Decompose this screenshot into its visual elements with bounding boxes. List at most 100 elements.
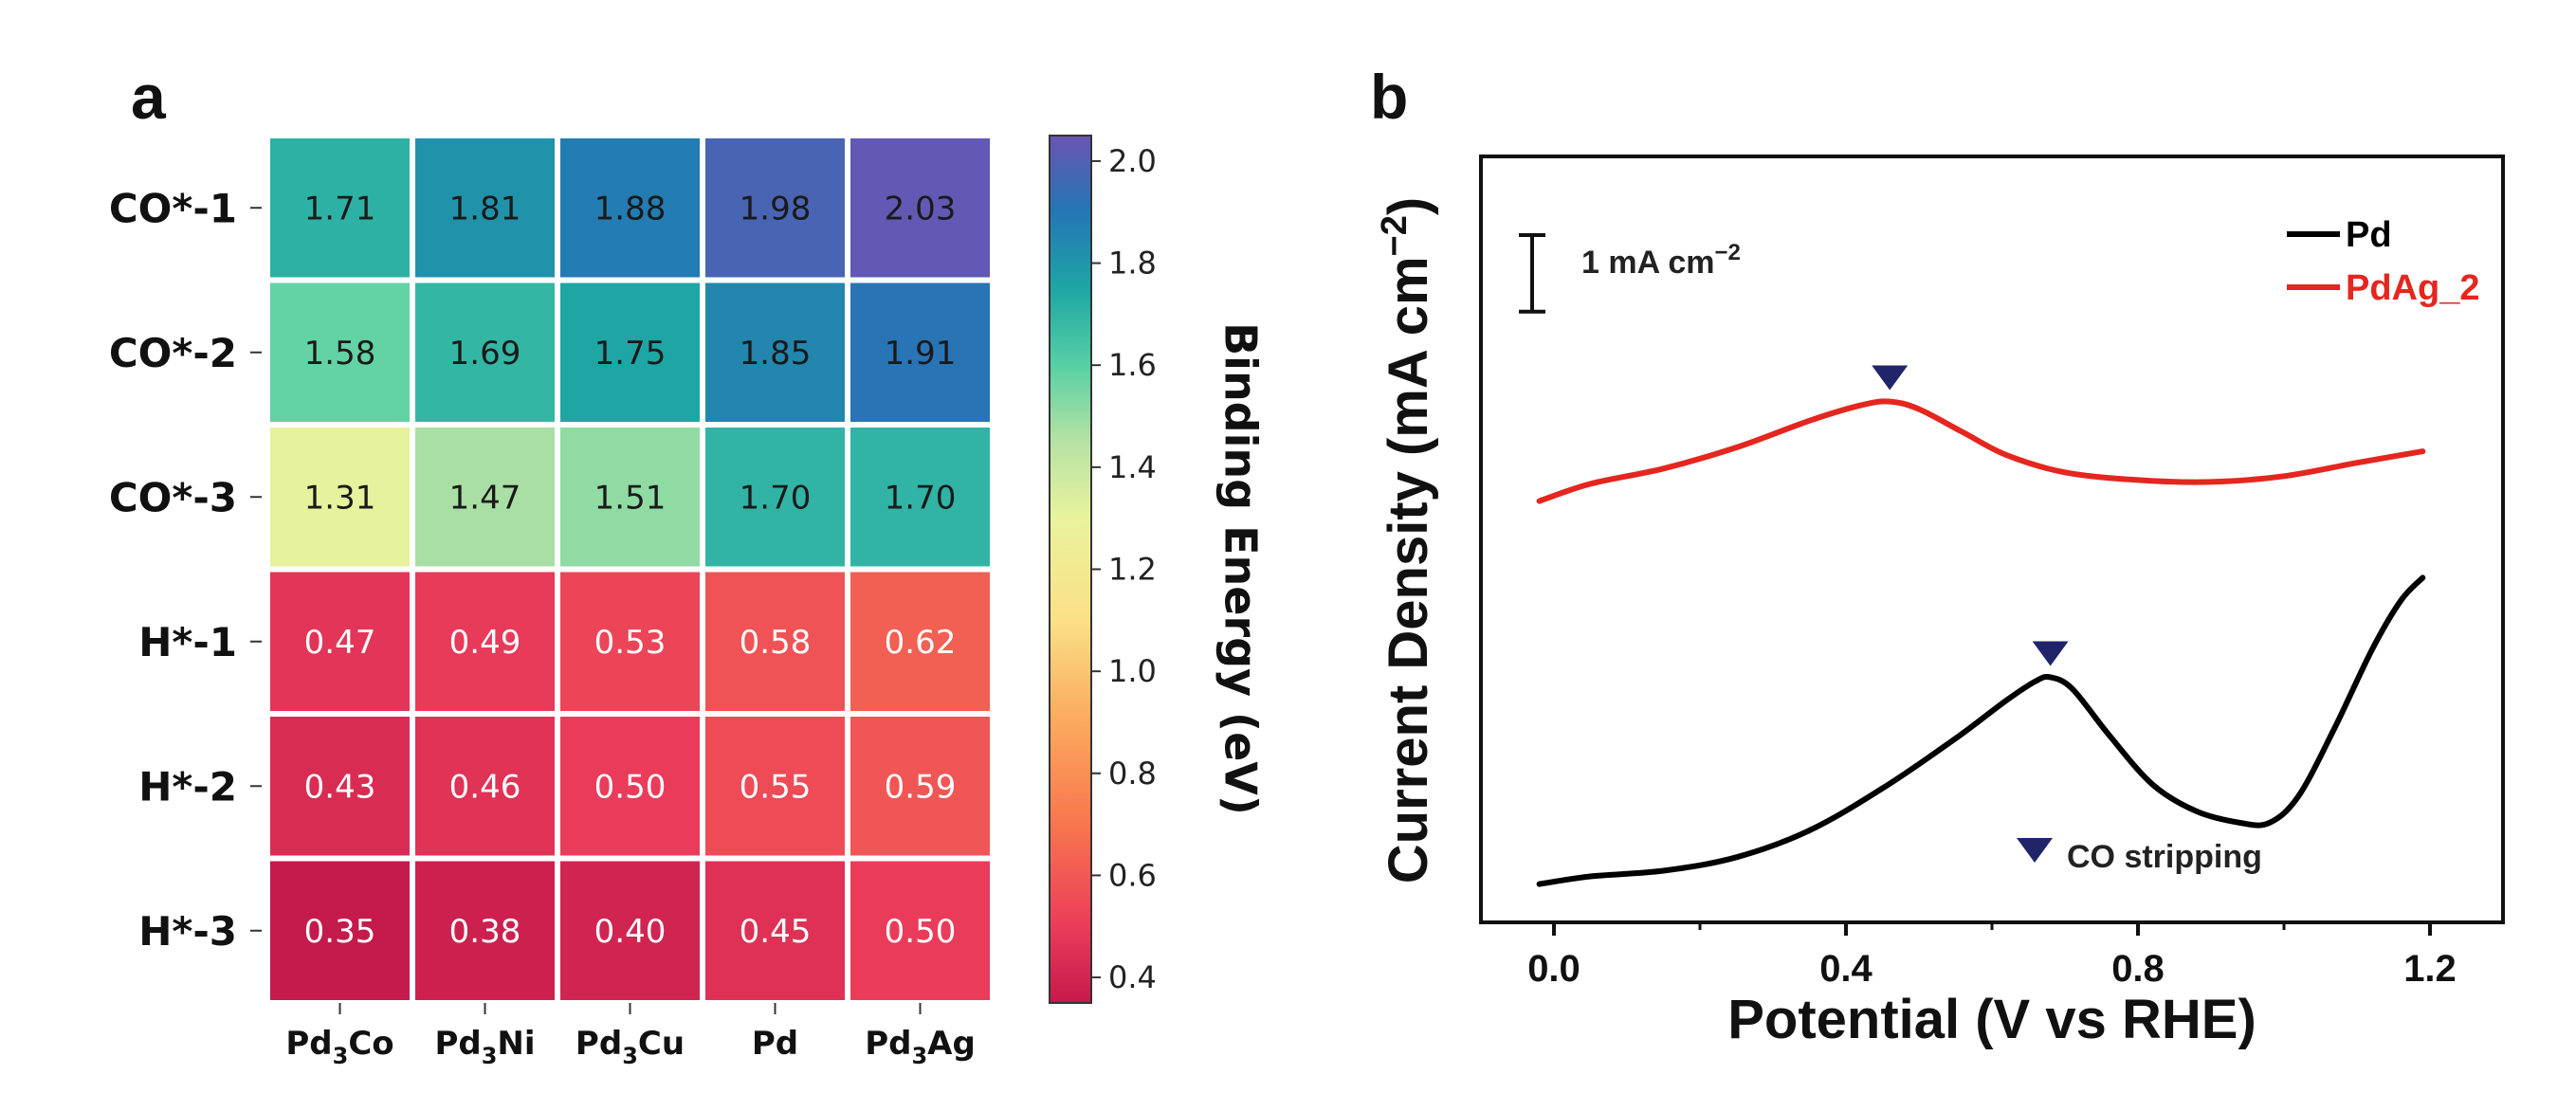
heatmap-cell-value: 0.35 (304, 913, 376, 951)
legend-label: Pd (2346, 215, 2392, 255)
heatmap-row-label: CO*-3 (109, 474, 237, 520)
colorbar-tick-label: 1.0 (1108, 653, 1157, 689)
heatmap-cell (415, 282, 555, 422)
co-stripping-marker (2032, 641, 2069, 666)
heatmap-cell (560, 282, 700, 422)
heatmap-cell (850, 282, 990, 422)
heatmap-cell (560, 428, 700, 567)
heatmap-cell (560, 572, 700, 711)
heatmap-cell (560, 717, 700, 856)
heatmap-cell (850, 861, 990, 1000)
heatmap-row-label: H*-2 (138, 763, 237, 810)
heatmap-row-labels: CO*-1 CO*-2 CO*-3 H*-1 H*-2 H*-3 (109, 185, 262, 955)
colorbar (1049, 135, 1092, 1004)
heatmap-cell-value: 1.70 (740, 479, 812, 517)
series-lines (1536, 398, 2426, 887)
x-tick-label: 0.8 (2111, 948, 2165, 990)
heatmap-cell (415, 572, 555, 711)
heatmap-cell (270, 138, 410, 278)
heatmap-column-label: Pd (752, 1025, 798, 1063)
heatmap-cell-value: 0.50 (594, 768, 667, 806)
heatmap-cell-value: 1.58 (304, 335, 376, 373)
heatmap-cell-value: 0.55 (740, 768, 812, 806)
heatmap-cell (705, 138, 845, 278)
heatmap-row-label: CO*-1 (109, 185, 237, 231)
marker-legend: CO stripping (2017, 838, 2262, 875)
heatmap-cell-value: 1.69 (449, 335, 521, 373)
heatmap-cell-value: 1.91 (885, 335, 957, 373)
peak-markers (1872, 365, 2069, 666)
colorbar-tick-label: 0.8 (1108, 756, 1157, 792)
colorbar-tick-label: 0.4 (1108, 959, 1157, 995)
series-line-pd (1536, 574, 2426, 887)
heatmap-cell-value: 0.45 (740, 913, 812, 951)
x-axis-title: Potential (V vs RHE) (1727, 989, 2256, 1050)
x-tick-label: 1.2 (2403, 948, 2457, 990)
heatmap-cell-value: 0.40 (594, 913, 667, 951)
series-line-pdag-2 (1536, 398, 2426, 504)
x-axis-ticks: 0.0 0.4 0.8 1.2 (1527, 922, 2457, 990)
heatmap-cell (270, 861, 410, 1000)
heatmap-cell (850, 138, 990, 278)
heatmap-cell-value: 1.51 (594, 479, 667, 517)
heatmap-cell-value: 0.49 (449, 624, 521, 662)
heatmap-cell-value: 1.88 (594, 190, 667, 228)
heatmap-cells: 1.71 1.81 1.88 1.98 2.03 1.58 1.69 1.75 1.85 1.91… (270, 138, 990, 1000)
colorbar-tick-label: 2.0 (1108, 143, 1157, 179)
heatmap-cell-value: 0.38 (449, 913, 521, 951)
colorbar-tick-label: 1.6 (1108, 347, 1157, 383)
y-axis-title: Current Density (mA cm−2) (1375, 197, 1439, 883)
heatmap-column-label: Pd3Co (285, 1025, 393, 1069)
colorbar-tick-label: 1.8 (1108, 246, 1157, 282)
legend: Pd PdAg_2 (2287, 215, 2479, 308)
colorbar-label: Binding Energy (eV) (1215, 322, 1267, 815)
heatmap-column-labels: Pd3Co Pd3Ni Pd3Cu Pd Pd3Ag (285, 1003, 976, 1069)
heatmap-cell-value: 0.59 (885, 768, 957, 806)
heatmap-row-label: H*-3 (138, 908, 237, 955)
heatmap-cell (270, 572, 410, 711)
heatmap-cell (270, 282, 410, 422)
heatmap-cell (270, 717, 410, 856)
scale-bar: 1 mA cm−2 (1519, 233, 1741, 314)
heatmap-cell (705, 572, 845, 711)
heatmap-cell (560, 138, 700, 278)
heatmap-cell (850, 572, 990, 711)
heatmap-cell (415, 861, 555, 1000)
heatmap-cell-value: 1.31 (304, 479, 376, 517)
marker-legend-symbol (2017, 838, 2053, 863)
heatmap-cell-value: 0.43 (304, 768, 376, 806)
y-axis-title-close: ) (1378, 197, 1439, 215)
heatmap-column-label: Pd3Ni (434, 1025, 535, 1069)
x-tick-label: 0.0 (1527, 948, 1580, 990)
legend-label: PdAg_2 (2346, 268, 2479, 308)
marker-legend-label: CO stripping (2067, 839, 2262, 875)
heatmap-cell (705, 428, 845, 567)
panel-letter-a: a (131, 62, 167, 132)
heatmap-cell (415, 717, 555, 856)
colorbar-tick-label: 1.4 (1108, 449, 1157, 485)
heatmap-cell-value: 1.75 (594, 335, 667, 373)
heatmap-cell (850, 428, 990, 567)
heatmap-cell-value: 2.03 (885, 190, 957, 228)
colorbar-tick-label: 0.6 (1108, 857, 1157, 893)
x-tick-label: 0.4 (1819, 948, 1873, 990)
heatmap-cell (705, 861, 845, 1000)
y-axis-title-main: Current Density (mA cm (1378, 256, 1439, 883)
heatmap-panel: a 1.71 1.81 1.88 1.98 2.031.58 1.69 1.75 1.85 1.… (109, 62, 1267, 1069)
heatmap-cell-value: 0.46 (449, 768, 521, 806)
heatmap-cell-value: 0.53 (594, 624, 667, 662)
heatmap-cell-value: 1.71 (304, 190, 376, 228)
heatmap-cell (705, 282, 845, 422)
heatmap-cell-value: 1.81 (449, 190, 521, 228)
heatmap-cell-value: 0.58 (740, 624, 812, 662)
heatmap-cell-value: 1.70 (885, 479, 957, 517)
heatmap-cell (850, 717, 990, 856)
heatmap-cell (415, 428, 555, 567)
heatmap-cell-value: 0.62 (885, 624, 957, 662)
heatmap-cell (270, 428, 410, 567)
scale-bar-label: 1 mA cm−2 (1581, 240, 1741, 281)
heatmap-row-label: H*-1 (138, 619, 237, 665)
heatmap-cell-value: 1.85 (740, 335, 812, 373)
co-stripping-marker (1872, 365, 1909, 391)
